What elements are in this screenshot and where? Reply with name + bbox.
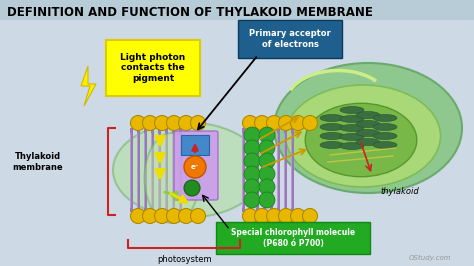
Text: Thylakoid
membrane: Thylakoid membrane: [13, 152, 64, 172]
Ellipse shape: [340, 106, 364, 114]
FancyBboxPatch shape: [172, 128, 175, 212]
FancyBboxPatch shape: [165, 128, 168, 212]
Circle shape: [191, 115, 206, 131]
Circle shape: [244, 192, 260, 208]
Circle shape: [266, 115, 282, 131]
Circle shape: [179, 115, 193, 131]
FancyBboxPatch shape: [174, 131, 218, 200]
Ellipse shape: [340, 124, 364, 131]
Ellipse shape: [285, 85, 440, 187]
FancyBboxPatch shape: [216, 222, 370, 254]
Circle shape: [184, 180, 200, 196]
Circle shape: [259, 140, 275, 156]
Circle shape: [255, 115, 270, 131]
Circle shape: [244, 166, 260, 182]
Circle shape: [130, 115, 146, 131]
FancyBboxPatch shape: [137, 128, 140, 212]
Circle shape: [243, 115, 257, 131]
Ellipse shape: [356, 111, 380, 118]
Ellipse shape: [340, 134, 364, 140]
Ellipse shape: [356, 130, 380, 136]
FancyBboxPatch shape: [0, 0, 474, 20]
Circle shape: [244, 179, 260, 195]
FancyBboxPatch shape: [263, 128, 266, 212]
Ellipse shape: [356, 120, 380, 127]
Circle shape: [184, 156, 206, 178]
FancyBboxPatch shape: [249, 128, 252, 212]
Circle shape: [191, 209, 206, 223]
FancyBboxPatch shape: [158, 128, 161, 212]
FancyBboxPatch shape: [242, 128, 245, 212]
Text: Light photon
contacts the
pigment: Light photon contacts the pigment: [120, 53, 186, 83]
Circle shape: [302, 115, 318, 131]
FancyBboxPatch shape: [181, 135, 209, 155]
Circle shape: [302, 209, 318, 223]
Circle shape: [244, 127, 260, 143]
Ellipse shape: [274, 63, 462, 193]
Circle shape: [143, 209, 157, 223]
Ellipse shape: [356, 139, 380, 146]
Text: Primary acceptor
of electrons: Primary acceptor of electrons: [249, 29, 331, 49]
Ellipse shape: [320, 132, 344, 139]
Text: thylakoid: thylakoid: [381, 188, 419, 197]
Text: photosystem: photosystem: [158, 256, 212, 264]
FancyBboxPatch shape: [106, 40, 200, 96]
Circle shape: [259, 153, 275, 169]
Circle shape: [155, 115, 170, 131]
Circle shape: [291, 115, 306, 131]
Ellipse shape: [373, 132, 397, 139]
FancyBboxPatch shape: [179, 128, 182, 212]
Circle shape: [259, 179, 275, 195]
FancyBboxPatch shape: [144, 128, 147, 212]
Circle shape: [266, 209, 282, 223]
Ellipse shape: [145, 133, 200, 223]
Ellipse shape: [305, 103, 417, 177]
Ellipse shape: [340, 115, 364, 123]
FancyBboxPatch shape: [0, 20, 474, 266]
Circle shape: [291, 209, 306, 223]
Circle shape: [259, 127, 275, 143]
Circle shape: [244, 153, 260, 169]
Ellipse shape: [320, 142, 344, 148]
Ellipse shape: [113, 123, 263, 218]
Polygon shape: [81, 66, 96, 106]
FancyBboxPatch shape: [284, 128, 287, 212]
FancyBboxPatch shape: [238, 20, 342, 58]
Circle shape: [255, 209, 270, 223]
Ellipse shape: [340, 143, 364, 149]
Circle shape: [244, 140, 260, 156]
Text: e⁻: e⁻: [191, 164, 199, 170]
Ellipse shape: [320, 123, 344, 131]
Circle shape: [279, 209, 293, 223]
Circle shape: [166, 209, 182, 223]
Circle shape: [279, 115, 293, 131]
Circle shape: [259, 192, 275, 208]
Ellipse shape: [320, 114, 344, 122]
Circle shape: [143, 115, 157, 131]
Text: OStudy.com: OStudy.com: [409, 255, 451, 261]
Text: Special chlorophyll molecule
(P680 ó P700): Special chlorophyll molecule (P680 ó P70…: [231, 228, 355, 248]
Circle shape: [179, 209, 193, 223]
Circle shape: [166, 115, 182, 131]
FancyBboxPatch shape: [130, 128, 133, 212]
Circle shape: [155, 209, 170, 223]
Circle shape: [259, 166, 275, 182]
FancyBboxPatch shape: [256, 128, 259, 212]
Ellipse shape: [373, 114, 397, 122]
Ellipse shape: [373, 123, 397, 131]
Circle shape: [243, 209, 257, 223]
FancyBboxPatch shape: [291, 128, 294, 212]
Ellipse shape: [373, 142, 397, 148]
Circle shape: [130, 209, 146, 223]
FancyBboxPatch shape: [277, 128, 280, 212]
FancyBboxPatch shape: [151, 128, 154, 212]
Text: DEFINITION AND FUNCTION OF THYLAKOID MEMBRANE: DEFINITION AND FUNCTION OF THYLAKOID MEM…: [7, 6, 373, 19]
FancyBboxPatch shape: [270, 128, 273, 212]
